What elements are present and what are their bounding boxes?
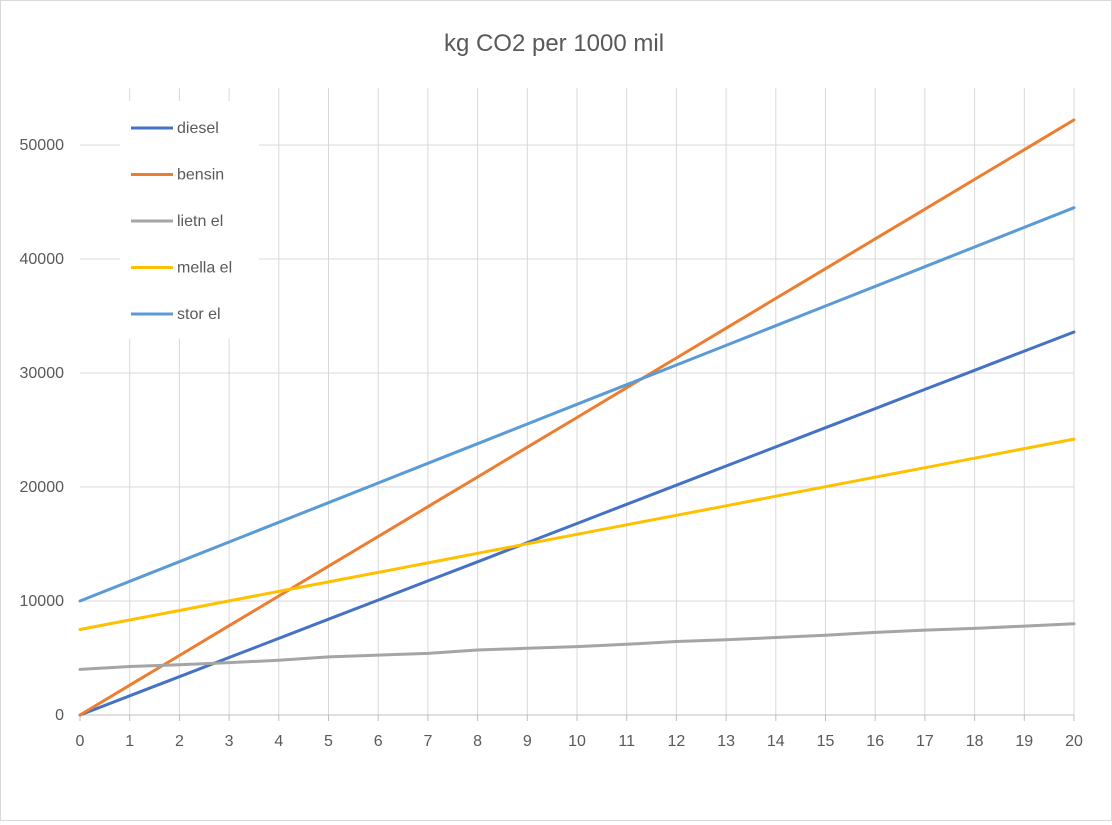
x-tick-label: 13 (717, 733, 735, 750)
legend-label: diesel (177, 120, 219, 137)
x-tick-label: 17 (916, 733, 934, 750)
x-tick-label: 19 (1015, 733, 1033, 750)
series-line-stor-el (78, 206, 1076, 603)
x-tick-label: 5 (324, 733, 333, 750)
y-tick-label: 20000 (20, 479, 65, 496)
x-tick-label: 4 (274, 733, 283, 750)
series-line-lietn-el (78, 622, 1076, 671)
x-tick-label: 3 (225, 733, 234, 750)
x-tick-label: 14 (767, 733, 785, 750)
x-tick-label: 2 (175, 733, 184, 750)
series-line-mella-el (78, 437, 1076, 631)
legend-label: lietn el (177, 213, 223, 230)
y-tick-label: 30000 (20, 365, 65, 382)
x-tick-label: 8 (473, 733, 482, 750)
y-tick-label: 10000 (20, 593, 65, 610)
y-tick-label: 40000 (20, 251, 65, 268)
x-tick-label: 9 (523, 733, 532, 750)
series-line-diesel (78, 330, 1076, 717)
x-tick-label: 12 (668, 733, 686, 750)
y-tick-label: 50000 (20, 137, 65, 154)
series-line-bensin (78, 118, 1076, 717)
x-tick-label: 7 (423, 733, 432, 750)
legend: diesel bensin lietn el mella el stor el (120, 101, 259, 339)
x-tick-label: 0 (76, 733, 85, 750)
gridlines (80, 88, 1075, 715)
x-tick-label: 1 (125, 733, 134, 750)
x-tick-label: 16 (866, 733, 884, 750)
x-tick-label: 6 (374, 733, 383, 750)
legend-label: mella el (177, 260, 232, 277)
x-tick-label: 10 (568, 733, 586, 750)
chart-title: kg CO2 per 1000 mil (444, 30, 664, 57)
legend-label: bensin (177, 167, 224, 184)
x-tick-label: 11 (618, 733, 635, 750)
y-tick-label: 0 (55, 707, 64, 724)
legend-label: stor el (177, 306, 221, 323)
series-lines (78, 118, 1076, 717)
x-tick-label: 18 (966, 733, 984, 750)
x-tick-label: 20 (1065, 733, 1083, 750)
x-tick-label: 15 (817, 733, 835, 750)
